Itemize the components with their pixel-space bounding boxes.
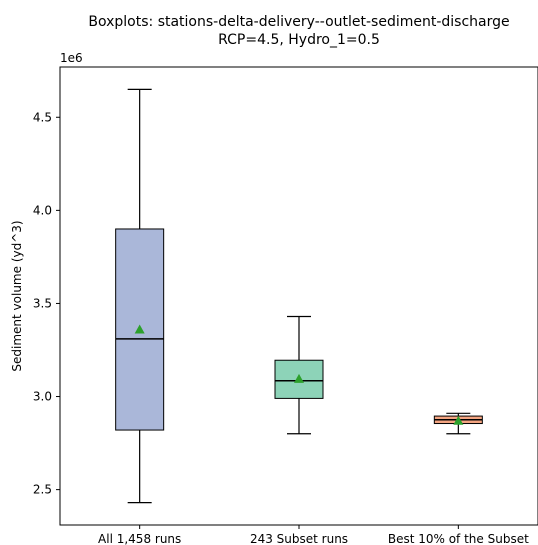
iqr-box (115, 228, 165, 431)
box-group (433, 412, 483, 435)
y-tick-label: 3.5 (33, 296, 52, 310)
y-tick-label: 3.0 (33, 390, 52, 404)
boxes (115, 88, 483, 504)
y-tick-label: 4.5 (33, 110, 52, 124)
chart-title: Boxplots: stations-delta-delivery--outle… (88, 14, 509, 30)
y-tick-label: 2.5 (33, 483, 52, 497)
mean-marker (453, 415, 464, 425)
mean-marker (294, 373, 304, 383)
x-tick-label: Best 10% of the Subset (388, 532, 529, 545)
y-tick-label: 4.0 (33, 203, 52, 217)
box-group (115, 88, 165, 504)
plot-frame (59, 66, 538, 526)
x-ticks: All 1,458 runs 243 Subset runs Best 10% of… (98, 525, 529, 545)
y-axis-label: Sediment volume (yd^3) (10, 220, 24, 371)
y-ticks: 2.5 3.0 3.5 4.0 4.5 (33, 110, 60, 497)
y-offset-label: 1e6 (60, 51, 83, 65)
mean-marker (134, 324, 145, 334)
x-tick-label: All 1,458 runs (98, 532, 181, 545)
chart-subtitle: RCP=4.5, Hydro_1=0.5 (218, 32, 380, 48)
x-tick-label: 243 Subset runs (250, 532, 348, 545)
box-group (274, 315, 324, 435)
